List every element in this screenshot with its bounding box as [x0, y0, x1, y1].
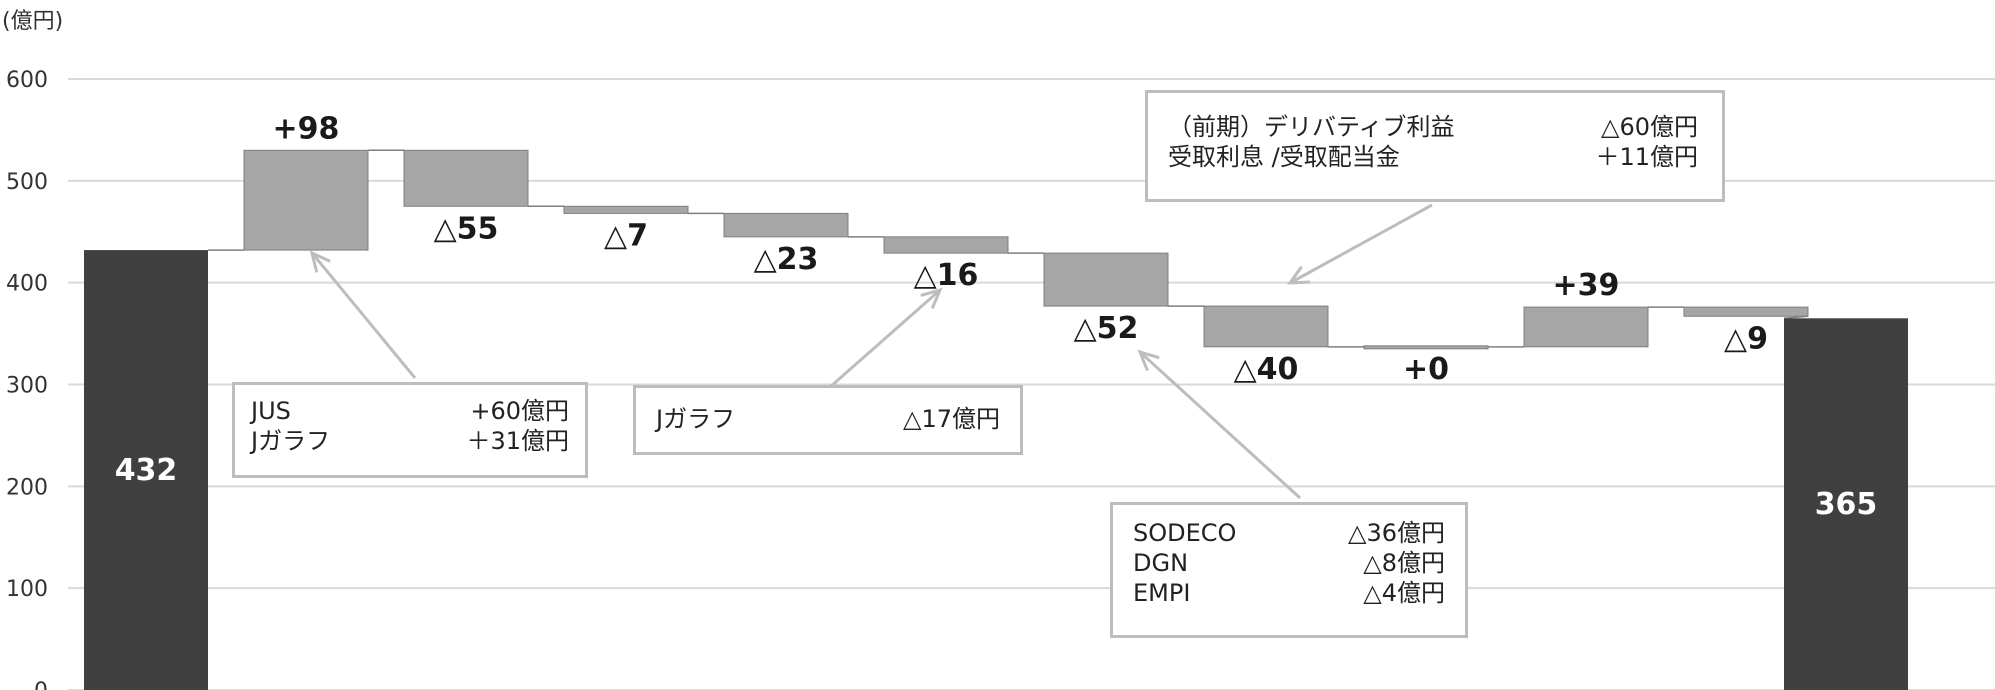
- bar-label: +0: [1403, 352, 1449, 387]
- callout-label: Jガラフ: [656, 405, 736, 433]
- callout-row: SODECO △36億円: [1133, 518, 1445, 548]
- callout-row: （前期）デリバティブ利益 △60億円: [1168, 112, 1698, 142]
- callout-label: EMPI: [1133, 579, 1191, 607]
- bar-step: [723, 212, 849, 238]
- bar-label: △55: [434, 211, 499, 246]
- bar-label-end: 365: [1815, 487, 1878, 522]
- bar-label: +39: [1553, 268, 1620, 303]
- callout-label: DGN: [1133, 549, 1189, 577]
- y-tick-label: 600: [6, 68, 48, 93]
- bar-label: △23: [754, 242, 819, 277]
- callout-value: △8億円: [1363, 549, 1445, 577]
- y-tick-label: 200: [6, 475, 48, 500]
- callout-label: （前期）デリバティブ利益: [1168, 113, 1455, 141]
- callout-row: JUS +60億円: [251, 396, 569, 426]
- y-tick-label: 100: [6, 577, 48, 602]
- bar-start-total: [84, 250, 208, 690]
- bar-step: [243, 149, 369, 251]
- callout-box-4: SODECO △36億円 DGN △8億円 EMPI △4億円: [1110, 502, 1468, 638]
- callout-arrow: [829, 287, 943, 389]
- callout-arrow: [1137, 349, 1302, 500]
- callout-arrow: [309, 250, 417, 379]
- callout-arrow: [1286, 203, 1433, 285]
- bar-step: [1683, 306, 1809, 317]
- callout-row: 受取利息 /受取配当金 ＋11億円: [1168, 142, 1698, 172]
- bar-label: △16: [914, 258, 979, 293]
- callout-label: 受取利息 /受取配当金: [1168, 143, 1400, 171]
- bar-end-total: [1784, 318, 1908, 690]
- y-tick-label: 500: [6, 170, 48, 195]
- callout-value: ＋11億円: [1595, 143, 1698, 171]
- bar-step: [1363, 345, 1489, 350]
- bar-label: △40: [1234, 352, 1299, 387]
- connector-line: [1783, 315, 1809, 320]
- y-tick-label: 0: [34, 679, 48, 690]
- callout-label: JUS: [251, 397, 291, 425]
- callout-box-3: （前期）デリバティブ利益 △60億円 受取利息 /受取配当金 ＋11億円: [1145, 90, 1725, 202]
- callout-label: Jガラフ: [251, 427, 331, 455]
- callout-row: EMPI △4億円: [1133, 578, 1445, 608]
- bar-step: [403, 149, 529, 207]
- bar-step: [883, 236, 1009, 254]
- callout-row: Jガラフ ＋31億円: [251, 426, 569, 456]
- callout-value: △4億円: [1363, 579, 1445, 607]
- bar-step: [1523, 306, 1649, 348]
- callout-value: △36億円: [1348, 519, 1445, 547]
- bar-step: [1043, 252, 1169, 307]
- callout-value: △60億円: [1601, 113, 1698, 141]
- callout-box-2: Jガラフ △17億円: [633, 385, 1023, 455]
- bar-label-start: 432: [115, 453, 178, 488]
- callout-row: DGN △8億円: [1133, 548, 1445, 578]
- callout-label: SODECO: [1133, 519, 1237, 547]
- bar-step: [563, 205, 689, 214]
- bar-label: +98: [273, 111, 340, 146]
- callout-row: Jガラフ △17億円: [656, 404, 1000, 434]
- y-tick-label: 400: [6, 272, 48, 297]
- bar-label: △7: [604, 218, 648, 253]
- bar-label: △52: [1074, 311, 1139, 346]
- callout-value: +60億円: [470, 397, 569, 425]
- bar-label: △9: [1724, 321, 1768, 356]
- y-tick-label: 300: [6, 374, 48, 399]
- unit-label: (億円): [2, 9, 63, 34]
- callout-value: ＋31億円: [466, 427, 569, 455]
- bar-step: [1203, 305, 1329, 348]
- callout-value: △17億円: [903, 405, 1000, 433]
- callout-box-1: JUS +60億円 Jガラフ ＋31億円: [232, 382, 588, 478]
